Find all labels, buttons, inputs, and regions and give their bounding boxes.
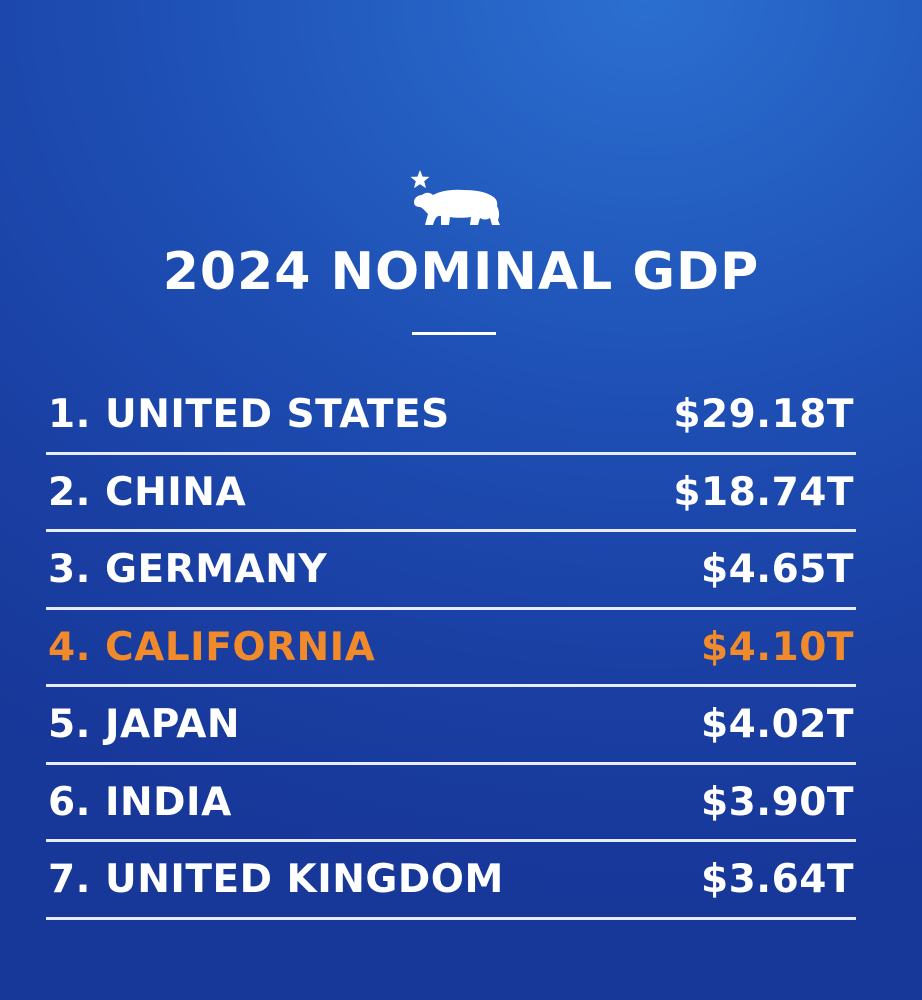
ranking-row: 3. GERMANY $4.65T	[46, 532, 856, 610]
gdp-value: $29.18T	[673, 392, 854, 437]
title-divider	[412, 332, 496, 335]
gdp-value: $18.74T	[673, 469, 854, 515]
star-icon	[410, 170, 430, 189]
country-name: 3. GERMANY	[48, 547, 328, 592]
ranking-row: 6. INDIA $3.90T	[46, 765, 856, 842]
gdp-value: $3.64T	[701, 857, 854, 902]
ranking-row: 1. UNITED STATES $29.18T	[46, 377, 856, 455]
bear-icon	[414, 189, 500, 225]
country-name: 2. CHINA	[48, 469, 247, 515]
gdp-ranking-list: 1. UNITED STATES $29.18T 2. CHINA $18.74T 3.…	[46, 377, 856, 920]
california-bear-icon	[410, 170, 500, 225]
ranking-row: 7. UNITED KINGDOM $3.64T	[46, 842, 856, 920]
gdp-value: $3.90T	[701, 779, 854, 825]
page-title: 2024 NOMINAL GDP	[162, 242, 760, 302]
country-name: 7. UNITED KINGDOM	[48, 857, 504, 902]
gdp-value: $4.02T	[701, 702, 854, 747]
country-name: 4. CALIFORNIA	[48, 624, 376, 670]
country-name: 6. INDIA	[48, 779, 232, 825]
country-name: 1. UNITED STATES	[48, 392, 450, 437]
gdp-value: $4.65T	[701, 547, 854, 592]
ranking-row: 4. CALIFORNIA $4.10T	[46, 610, 856, 687]
ranking-row: 5. JAPAN $4.02T	[46, 687, 856, 765]
ranking-row: 2. CHINA $18.74T	[46, 455, 856, 532]
country-name: 5. JAPAN	[48, 702, 241, 747]
gdp-value: $4.10T	[701, 624, 854, 670]
